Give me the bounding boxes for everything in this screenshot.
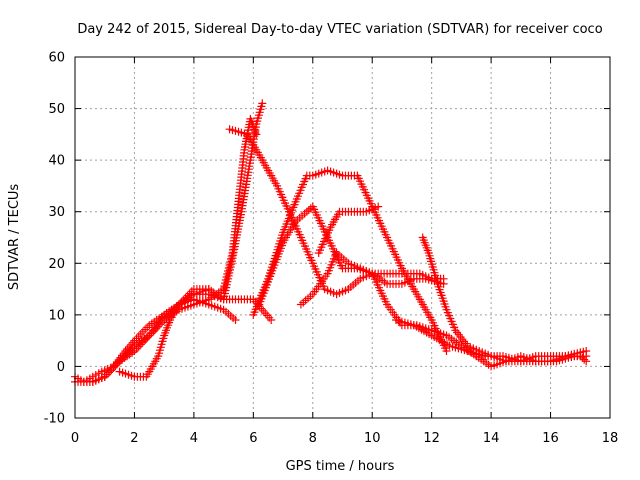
y-tick-label: -10	[44, 412, 65, 427]
x-tick-label: 18	[602, 431, 619, 446]
y-tick-label: 30	[48, 205, 65, 220]
data-point	[302, 207, 311, 216]
chart-title: Day 242 of 2015, Sidereal Day-to-day VTE…	[77, 22, 602, 37]
data-point	[125, 342, 134, 351]
x-tick-label: 8	[309, 431, 317, 446]
data-point	[231, 316, 240, 324]
data-point	[306, 204, 315, 213]
x-tick-label: 6	[249, 431, 257, 446]
x-tick-label: 0	[71, 431, 79, 446]
y-tick-label: 20	[48, 257, 65, 272]
data-point	[582, 347, 591, 355]
x-tick-label: 2	[130, 431, 138, 446]
x-tick-label: 16	[542, 431, 559, 446]
x-tick-label: 14	[483, 431, 500, 446]
series-arc-8	[249, 166, 451, 355]
data-point	[442, 347, 451, 355]
data-point	[252, 130, 261, 139]
data-point	[267, 316, 276, 324]
x-axis-title: GPS time / hours	[286, 459, 395, 474]
grid	[75, 57, 610, 418]
series-arc-13	[472, 352, 591, 371]
y-tick-label: 50	[48, 102, 65, 117]
y-tick-label: 40	[48, 154, 65, 169]
series-arc-10	[314, 202, 383, 257]
data-point	[258, 99, 267, 108]
plot-frame	[74, 56, 611, 419]
data-point	[578, 353, 587, 362]
series-arc-4	[115, 285, 276, 381]
data-point	[580, 355, 589, 364]
series-layer	[71, 99, 591, 386]
data-point	[582, 357, 591, 366]
axes: 0 2 4 6 8 10 12 14 16 18 -10 0 10 20 30 40 50 60	[44, 51, 619, 447]
data-point	[204, 285, 213, 294]
series-arc-5	[71, 285, 213, 386]
data-point	[374, 202, 383, 211]
x-tick-label: 4	[190, 431, 198, 446]
y-tick-label: 60	[48, 51, 65, 66]
y-axis-title: SDTVAR / TECUs	[7, 184, 22, 291]
data-point	[576, 352, 585, 361]
x-tick-label: 12	[423, 431, 440, 446]
x-tick-label: 10	[364, 431, 381, 446]
y-tick-label: 0	[57, 360, 65, 375]
y-tick-label: 10	[48, 308, 65, 323]
